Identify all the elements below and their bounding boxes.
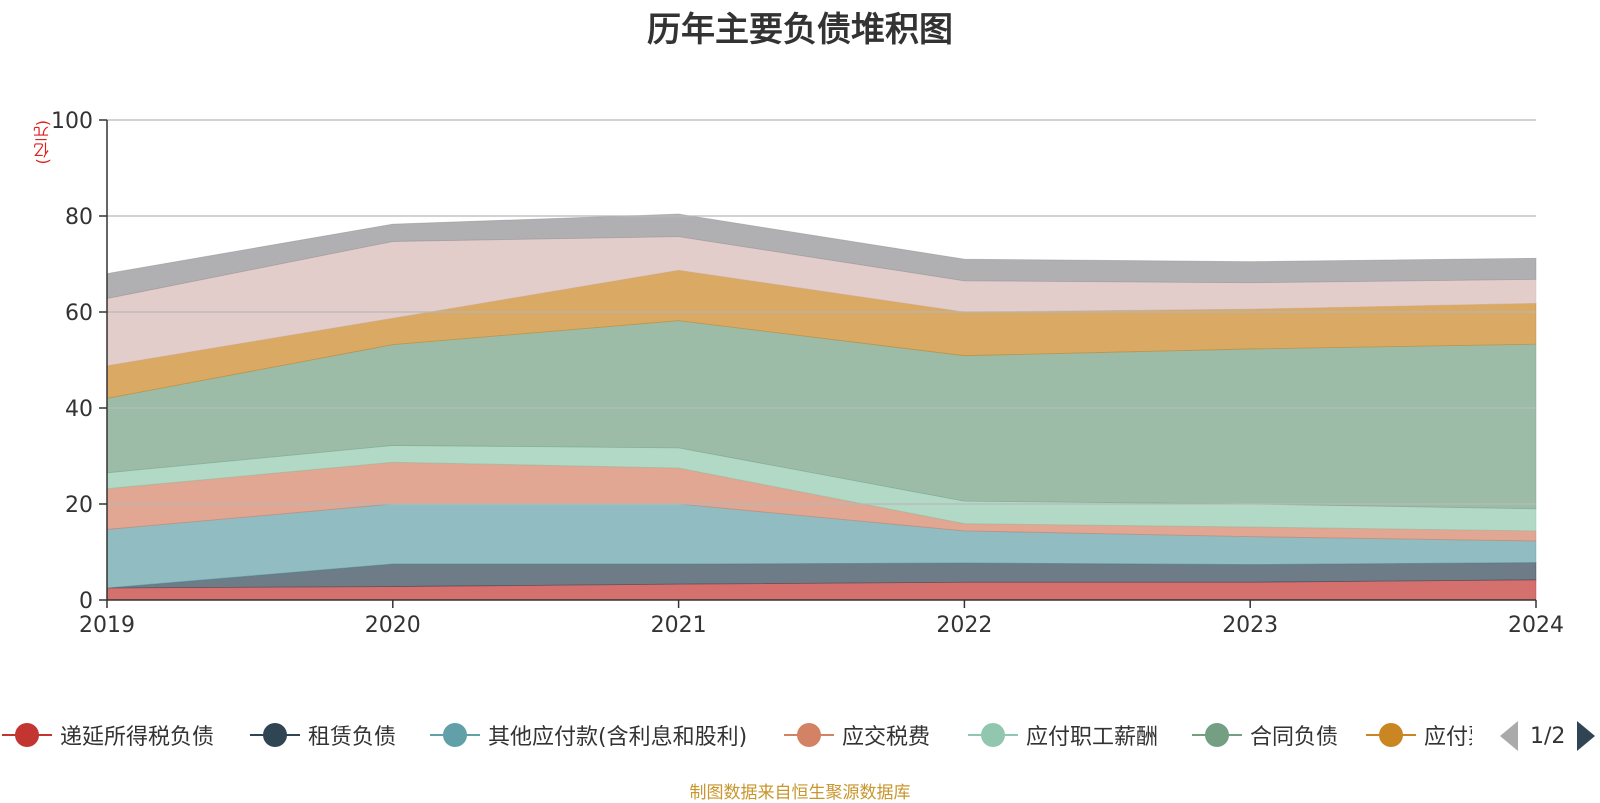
circle-dot-icon <box>248 720 302 750</box>
legend-label: 合同负债 <box>1250 725 1339 750</box>
x-tick-label: 2021 <box>651 613 707 638</box>
legend-item[interactable]: 应付职工薪酬 <box>966 718 1184 752</box>
legend-label: 应交税费 <box>842 725 931 750</box>
legend-page-indicator: 1/2 <box>1530 723 1566 749</box>
data-source-note: 制图数据来自恒生聚源数据库 <box>689 783 911 803</box>
y-tick-label: 60 <box>65 301 93 326</box>
y-tick-label: 0 <box>79 589 93 614</box>
x-tick-label: 2019 <box>79 613 135 638</box>
legend-item[interactable]: 合同负债 <box>1190 718 1358 752</box>
legend-next-page-button[interactable] <box>1577 721 1596 751</box>
y-tick-label: 100 <box>51 109 93 134</box>
legend-label: 租赁负债 <box>308 725 397 750</box>
x-tick-label: 2024 <box>1508 613 1564 638</box>
legend-item[interactable]: 应交税费 <box>782 718 960 752</box>
y-tick-label: 80 <box>65 205 93 230</box>
circle-dot-icon <box>966 720 1020 750</box>
area-series-9[interactable] <box>106 213 1537 300</box>
circle-dot-icon <box>1364 720 1418 750</box>
chart-title: 历年主要负债堆积图 <box>647 10 953 50</box>
circle-dot-icon <box>0 720 54 750</box>
y-tick-label: 20 <box>65 493 93 518</box>
legend-label: 应付职工薪酬 <box>1026 725 1159 750</box>
x-tick-label: 2023 <box>1222 613 1278 638</box>
y-tick-label: 40 <box>65 397 93 422</box>
legend-label: 递延所得税负债 <box>60 725 215 750</box>
circle-dot-icon <box>782 720 836 750</box>
legend-item[interactable]: 递延所得税负债 <box>0 718 240 752</box>
legend-item[interactable]: 其他应付款(含利息和股利) <box>428 718 778 752</box>
legend-item[interactable]: 租赁负债 <box>248 718 422 752</box>
x-tick-label: 2020 <box>365 613 421 638</box>
x-tick-label: 2022 <box>936 613 992 638</box>
legend-prev-page-button[interactable] <box>1500 721 1518 751</box>
circle-dot-icon <box>1190 720 1244 750</box>
circle-dot-icon <box>428 720 482 750</box>
legend-label: 其他应付款(含利息和股利) <box>488 725 748 750</box>
chart-legend: 递延所得税负债 租赁负债 其他应付款(含利息和股利) 应交税费 应付职工薪酬 合同负债 应付… <box>0 718 1600 752</box>
legend-pager: 1/2 <box>1500 716 1596 756</box>
legend-item[interactable]: 应付票据 <box>1364 718 1472 752</box>
stacked-area-chart: 0 20 40 60 80 100 2019 2020 2021 2022 2023 2024 <box>51 109 1564 638</box>
legend-label: 应付票据 <box>1424 725 1472 750</box>
